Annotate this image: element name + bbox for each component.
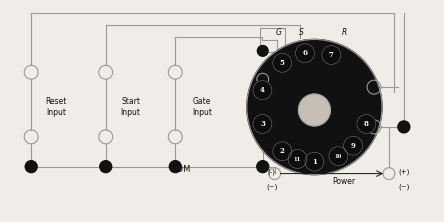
- Circle shape: [298, 94, 330, 126]
- Text: 7: 7: [329, 51, 334, 59]
- Text: Gate
Input: Gate Input: [192, 97, 212, 117]
- Text: Power: Power: [333, 177, 356, 186]
- Circle shape: [329, 147, 348, 166]
- Text: 4: 4: [260, 86, 265, 94]
- Text: Start
Input: Start Input: [121, 97, 141, 117]
- Text: 5: 5: [280, 59, 285, 67]
- Circle shape: [344, 136, 362, 155]
- Text: (~): (~): [266, 183, 278, 190]
- Circle shape: [322, 46, 341, 64]
- Circle shape: [357, 115, 376, 133]
- Circle shape: [25, 161, 37, 173]
- Text: GOM: GOM: [170, 165, 190, 174]
- Text: 10: 10: [335, 154, 342, 159]
- Circle shape: [257, 161, 269, 173]
- Circle shape: [253, 115, 272, 133]
- Circle shape: [398, 121, 410, 133]
- Circle shape: [305, 152, 324, 171]
- Text: 2: 2: [280, 147, 285, 155]
- Circle shape: [288, 150, 307, 168]
- Text: 11: 11: [294, 157, 301, 162]
- Circle shape: [296, 44, 314, 63]
- Circle shape: [273, 142, 292, 161]
- Circle shape: [258, 46, 268, 56]
- Text: S: S: [299, 28, 304, 37]
- Text: 6: 6: [302, 49, 307, 57]
- Text: Reset
Input: Reset Input: [45, 97, 67, 117]
- Text: 3: 3: [260, 120, 265, 128]
- Text: (-): (-): [268, 168, 276, 175]
- Text: R: R: [341, 28, 347, 37]
- Circle shape: [169, 161, 181, 173]
- Text: 9: 9: [351, 142, 356, 150]
- Text: (+): (+): [398, 168, 409, 175]
- Circle shape: [100, 161, 112, 173]
- Circle shape: [273, 53, 292, 72]
- Circle shape: [247, 40, 382, 174]
- Text: (~): (~): [398, 183, 409, 190]
- Circle shape: [253, 81, 272, 100]
- Text: 1: 1: [312, 158, 317, 166]
- Text: 8: 8: [364, 120, 369, 128]
- Text: G: G: [276, 28, 281, 37]
